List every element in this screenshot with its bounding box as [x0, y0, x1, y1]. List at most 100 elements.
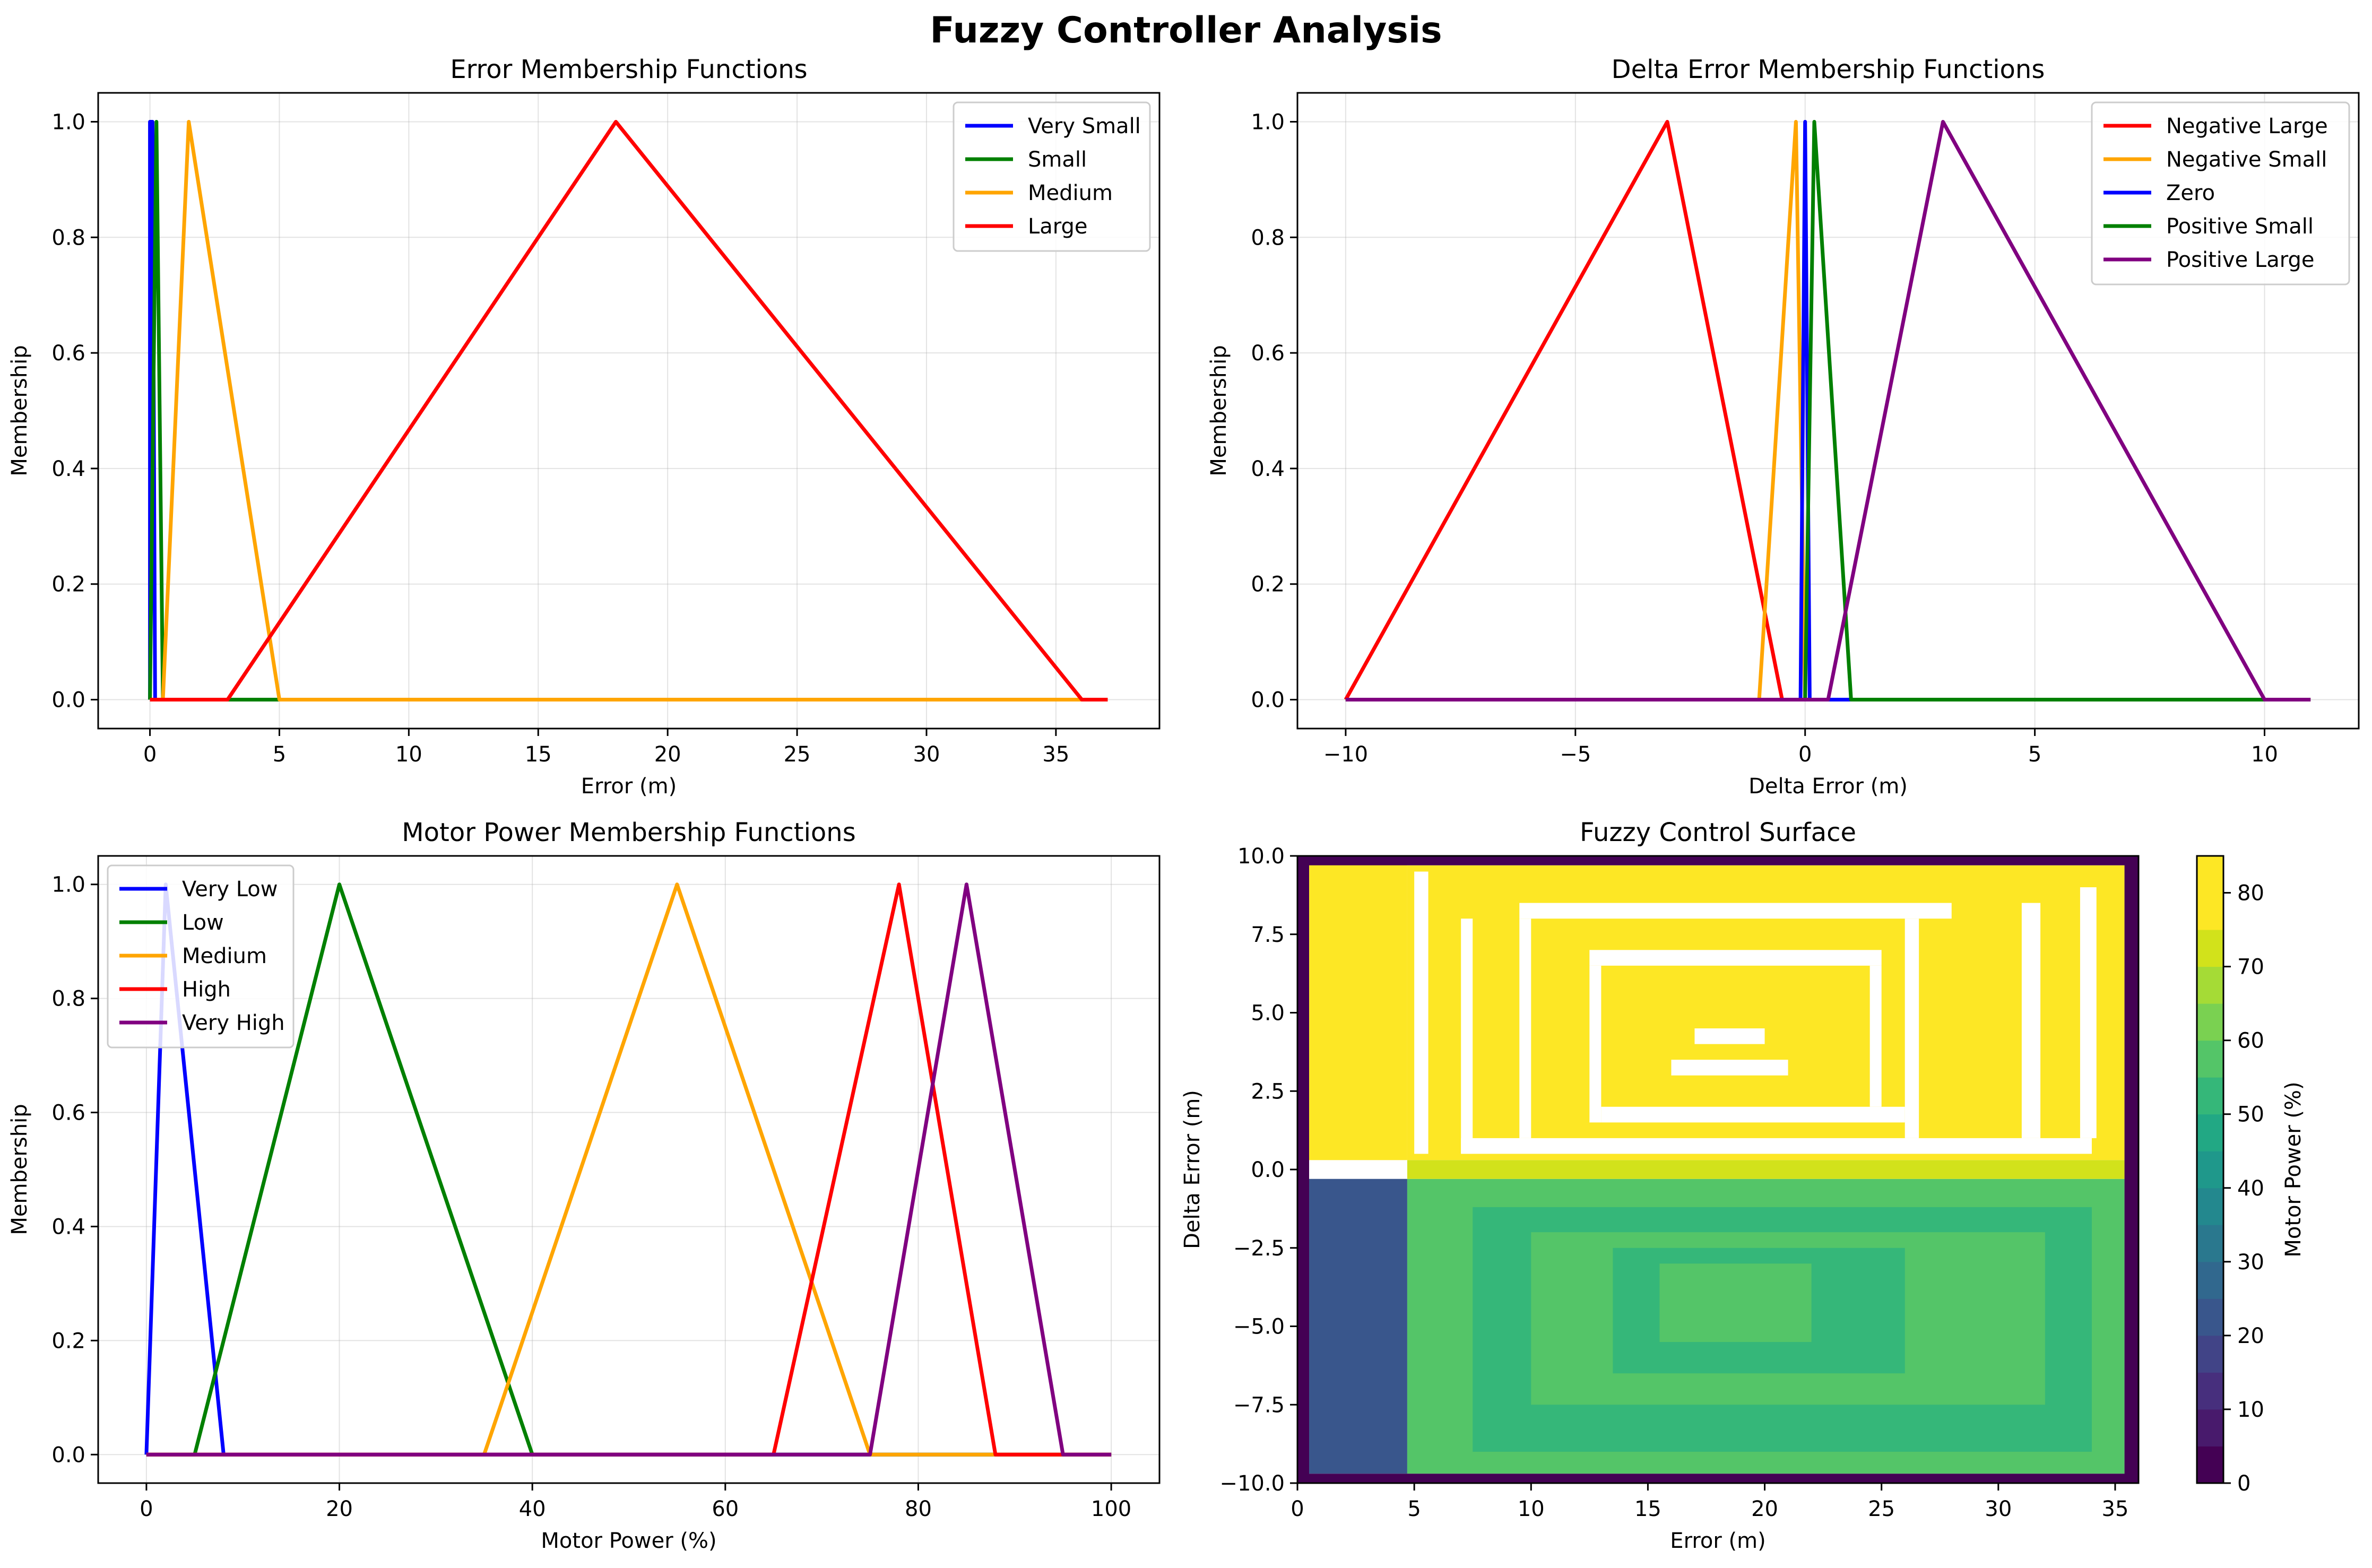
x-tick-label: 5 — [273, 742, 286, 767]
y-tick-label: 0.4 — [1251, 457, 1285, 481]
surface-gap — [1461, 919, 1473, 1154]
surface-region — [1297, 856, 1310, 1483]
series-line-very-high — [146, 882, 1112, 1457]
x-tick-label: 0 — [140, 1497, 153, 1521]
x-tick-label: 40 — [519, 1497, 546, 1521]
x-axis-label: Motor Power (%) — [541, 1529, 716, 1553]
y-tick-label: −5.0 — [1233, 1315, 1285, 1339]
axes-frame — [97, 855, 1161, 1484]
x-tick-label: 20 — [326, 1497, 353, 1521]
x-tick-label: 20 — [654, 742, 681, 767]
x-tick-label: −5 — [1560, 742, 1591, 767]
legend-label-low: Low — [182, 911, 224, 935]
x-tick-label: 35 — [2102, 1497, 2129, 1521]
surface-gap — [1671, 1060, 1788, 1076]
legend-label-negative-small: Negative Small — [2166, 148, 2327, 172]
colorbar-tick-label: 70 — [2237, 955, 2264, 980]
y-tick-label: 10.0 — [1237, 844, 1285, 869]
series-group — [1344, 120, 2311, 701]
colorbar-segment — [2197, 1446, 2223, 1484]
colorbar-segment — [2197, 1040, 2223, 1078]
colorbar-tick-label: 0 — [2237, 1471, 2250, 1496]
surface-gap — [1589, 965, 1601, 1123]
colorbar-tick-label: 10 — [2237, 1398, 2264, 1422]
legend-label-positive-small: Positive Small — [2166, 214, 2314, 239]
colorbar-tick-label: 50 — [2237, 1103, 2264, 1127]
y-tick-label: 0.2 — [1251, 573, 1285, 597]
axes-frame — [1296, 92, 2360, 730]
colorbar-segment — [2197, 1114, 2223, 1151]
x-tick-label: 35 — [1042, 742, 1069, 767]
x-tick-label: 60 — [712, 1497, 739, 1521]
x-axis-label: Error (m) — [1670, 1529, 1765, 1553]
y-tick-label: 0.8 — [51, 987, 85, 1011]
colorbar-segment — [2197, 1372, 2223, 1410]
surface-region — [1309, 1179, 1407, 1474]
y-tick-label: 0.8 — [1251, 226, 1285, 250]
legend-label-medium: Medium — [1028, 181, 1113, 205]
x-tick-label: 5 — [2028, 742, 2041, 767]
y-tick-label: 0.2 — [51, 573, 85, 597]
legend-label-high: High — [182, 977, 231, 1002]
figure-title: Fuzzy Controller Analysis — [930, 10, 1442, 51]
legend-label-very-high: Very High — [182, 1011, 285, 1035]
colorbar-segment — [2197, 1003, 2223, 1041]
surface-region — [2124, 856, 2139, 1483]
colorbar-tick-label: 20 — [2237, 1324, 2264, 1348]
surface-inner-region — [1659, 1263, 1812, 1342]
colorbar-segment — [2197, 1151, 2223, 1189]
y-tick-label: 0.0 — [51, 688, 85, 713]
x-axis-label: Error (m) — [581, 774, 677, 799]
surface-gap — [2080, 887, 2097, 1138]
x-tick-label: 10 — [1518, 1497, 1545, 1521]
colorbar-segment — [2197, 1261, 2223, 1299]
y-tick-label: 0.4 — [51, 1215, 85, 1239]
colorbar-segment — [2197, 966, 2223, 1004]
x-tick-label: 15 — [1634, 1497, 1661, 1521]
x-tick-label: 5 — [1407, 1497, 1421, 1521]
legend-label-zero: Zero — [2166, 181, 2215, 205]
axes-frame — [1296, 855, 2140, 1484]
legend: Very Small Small Medium Large — [953, 101, 1151, 252]
surface-gap — [1869, 965, 1882, 1107]
x-axis-label: Delta Error (m) — [1748, 774, 1908, 799]
legend-label-very-small: Very Small — [1028, 114, 1141, 138]
surface-gap — [1519, 919, 1531, 1138]
x-tick-label: 100 — [1091, 1497, 1131, 1521]
y-tick-label: 1.0 — [51, 110, 85, 134]
y-tick-label: 0.2 — [51, 1329, 85, 1353]
y-tick-label: 0.8 — [51, 226, 85, 250]
x-tick-label: 80 — [905, 1497, 932, 1521]
y-tick-label: −7.5 — [1233, 1393, 1285, 1417]
colorbar-segment — [2197, 1409, 2223, 1446]
colorbar-label: Motor Power (%) — [2281, 1081, 2306, 1257]
y-axis-label: Membership — [7, 345, 32, 476]
surface-gap — [1904, 919, 1919, 1138]
y-tick-label: 7.5 — [1251, 923, 1285, 947]
axes-title: Error Membership Functions — [450, 55, 807, 84]
legend-frame — [953, 101, 1151, 252]
legend-label-medium: Medium — [182, 944, 267, 968]
colorbar-segment — [2197, 893, 2223, 930]
colorbar-segment — [2197, 1188, 2223, 1225]
x-tick-label: 10 — [395, 742, 422, 767]
legend-label-very-low: Very Low — [182, 877, 278, 902]
surface-region — [1297, 856, 2139, 865]
y-tick-label: 2.5 — [1251, 1079, 1285, 1104]
colorbar-tick-label: 30 — [2237, 1250, 2264, 1275]
surface-gap — [1519, 903, 1952, 919]
axes-title: Delta Error Membership Functions — [1612, 55, 2045, 84]
axes-title: Fuzzy Control Surface — [1580, 818, 1856, 847]
legend-frame — [2091, 101, 2350, 285]
legend: Negative Large Negative Small Zero Positive… — [2091, 101, 2350, 285]
surface-gap — [1589, 950, 1882, 966]
colorbar-tick-label: 60 — [2237, 1029, 2264, 1053]
x-tick-label: 15 — [525, 742, 552, 767]
axes-title: Motor Power Membership Functions — [402, 818, 855, 847]
colorbar-segment — [2197, 1077, 2223, 1115]
y-axis-label: Delta Error (m) — [1180, 1090, 1205, 1249]
y-axis-label: Membership — [7, 1104, 32, 1235]
x-tick-label: 30 — [913, 742, 940, 767]
